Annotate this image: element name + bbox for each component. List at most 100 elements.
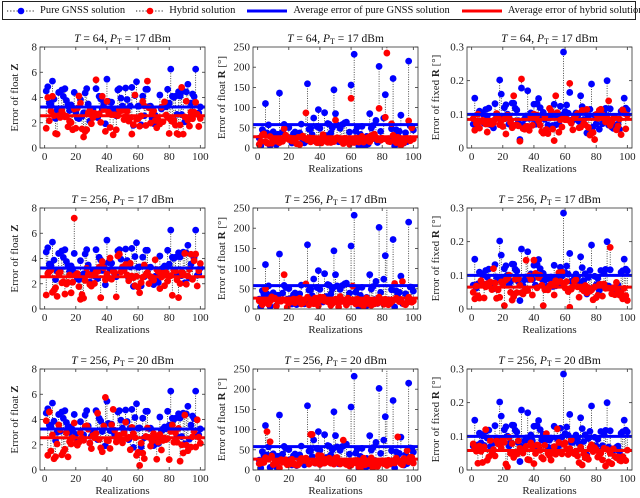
x-tick-label: 40 (528, 151, 540, 163)
x-tick-label: 60 (560, 312, 572, 324)
point-hybrid (144, 77, 151, 85)
point-hybrid (115, 250, 123, 258)
point-gnss (262, 100, 269, 107)
point-gnss (471, 255, 479, 263)
y-tick-label: 50 (239, 444, 251, 456)
point-gnss (176, 92, 184, 100)
point-hybrid (549, 125, 557, 133)
y-tick-label: 2 (32, 439, 38, 451)
point-gnss (606, 105, 614, 113)
point-hybrid (42, 417, 50, 425)
x-tick-label: 80 (591, 312, 603, 324)
x-tick-label: 80 (164, 473, 176, 485)
x-axis-label: Realizations (95, 324, 149, 336)
point-hybrid (262, 285, 269, 293)
point-hybrid (547, 456, 555, 464)
y-tick-label: 0 (32, 465, 38, 477)
point-hybrid (87, 120, 95, 128)
point-gnss (50, 256, 58, 264)
point-hybrid (550, 291, 558, 299)
point-hybrid (522, 443, 530, 450)
y-tick-label: 0.1 (450, 109, 464, 121)
point-hybrid (129, 121, 137, 129)
point-hybrid (332, 116, 339, 124)
point-gnss (307, 447, 314, 454)
point-gnss (588, 241, 595, 249)
point-hybrid (176, 121, 184, 129)
point-hybrid (555, 128, 563, 136)
y-tick-label: 0.1 (450, 270, 464, 282)
point-hybrid (61, 290, 69, 298)
point-gnss (381, 413, 389, 421)
point-hybrid (168, 421, 176, 429)
point-hybrid (53, 292, 61, 300)
point-hybrid (179, 130, 187, 138)
y-axis-label: Error of float Z (9, 224, 21, 292)
point-gnss (61, 85, 69, 93)
point-hybrid (513, 289, 521, 297)
point-hybrid (175, 294, 182, 302)
x-axis-label: Realizations (95, 163, 149, 175)
point-hybrid (510, 92, 518, 100)
y-axis-label: Error of fixed R [°] (430, 55, 442, 141)
point-hybrid (98, 258, 106, 265)
point-hybrid (137, 279, 145, 287)
point-gnss (103, 236, 111, 244)
plot-area (467, 48, 632, 145)
point-gnss (192, 226, 200, 234)
y-tick-label: 4 (32, 253, 38, 265)
panel-r2-c2: T = 256, PT = 20 dBm 0 0.1 0.2 0.3 0 20 40 60 80 1… (430, 355, 636, 497)
plot-area (467, 209, 632, 309)
point-hybrid (399, 278, 406, 285)
point-hybrid (77, 99, 84, 107)
point-gnss (139, 414, 147, 422)
point-hybrid (150, 107, 158, 115)
point-hybrid (101, 127, 109, 135)
point-gnss (502, 262, 510, 270)
point-hybrid (500, 302, 508, 309)
point-gnss (314, 106, 322, 114)
point-gnss (606, 427, 614, 435)
point-hybrid (192, 443, 200, 451)
y-tick-label: 2 (32, 117, 38, 129)
axes-box (466, 207, 633, 310)
point-hybrid (178, 84, 186, 91)
point-hybrid (63, 429, 70, 437)
point-gnss (389, 236, 397, 243)
point-gnss (350, 211, 358, 219)
point-gnss (550, 261, 558, 269)
point-hybrid (136, 289, 144, 297)
point-hybrid (106, 254, 114, 262)
point-gnss (184, 80, 192, 88)
x-tick-label: 100 (405, 312, 422, 324)
point-hybrid (599, 456, 606, 464)
point-gnss (310, 275, 318, 283)
point-hybrid (566, 79, 574, 87)
point-hybrid (585, 455, 592, 463)
point-hybrid (92, 76, 100, 84)
point-hybrid (195, 123, 203, 130)
point-hybrid (111, 269, 119, 276)
point-gnss (518, 84, 525, 92)
point-hybrid (193, 416, 201, 424)
x-tick-label: 0 (255, 312, 261, 324)
point-gnss (409, 287, 417, 295)
point-gnss (496, 237, 504, 245)
point-hybrid (186, 122, 193, 130)
y-tick-label: 250 (234, 42, 251, 54)
point-hybrid (150, 276, 158, 284)
y-tick-label: 4 (32, 414, 38, 426)
y-tick-label: 6 (32, 389, 38, 401)
point-gnss (397, 272, 405, 280)
point-hybrid (190, 257, 198, 265)
y-tick-label: 250 (234, 203, 251, 215)
point-hybrid (623, 297, 631, 304)
point-hybrid (508, 440, 516, 447)
point-hybrid (69, 278, 77, 286)
point-gnss (513, 267, 521, 275)
panel-title: T = 64, PT = 17 dBm (74, 33, 171, 46)
point-hybrid (182, 280, 190, 288)
point-hybrid (597, 105, 605, 113)
plot-area (40, 214, 205, 303)
